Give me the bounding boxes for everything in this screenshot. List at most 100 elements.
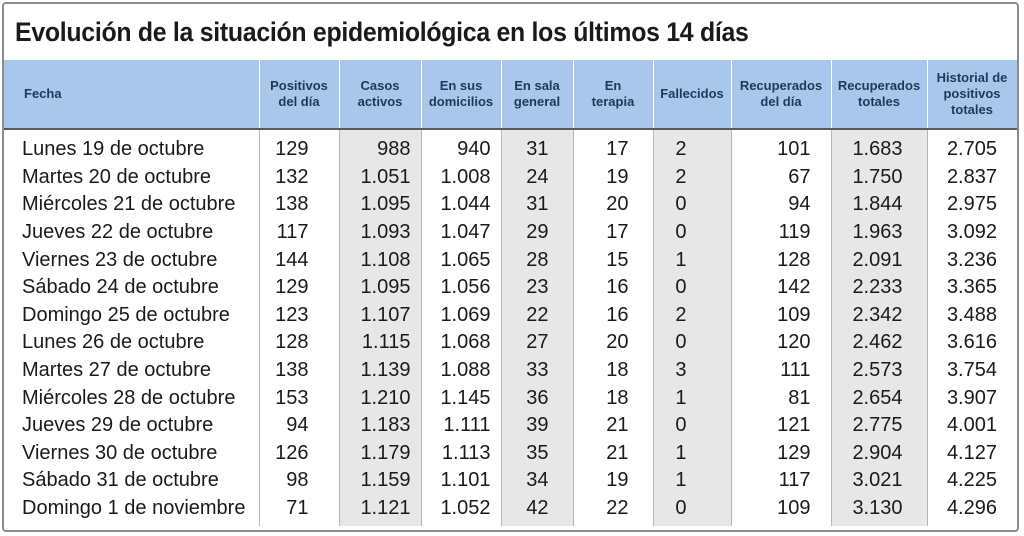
cell-en-sala-general: 27 — [501, 329, 574, 357]
cell-positivos-del-dia: 138 — [259, 356, 340, 385]
cell-fecha: Martes 27 de octubre — [4, 356, 260, 385]
cell-fecha: Sábado 31 de octubre — [4, 467, 260, 495]
cell-positivos-del-dia: 129 — [259, 273, 340, 302]
cell-en-sus-domicilios: 1.111 — [421, 411, 502, 440]
cell-en-terapia: 15 — [573, 246, 654, 274]
cell-en-sala-general: 39 — [501, 411, 574, 440]
cell-historial-positivos-totales: 2.837 — [946, 165, 997, 188]
cell-en-terapia: 19 — [573, 467, 654, 495]
cell-fallecidos: 1 — [653, 246, 732, 274]
cell-fallecidos: 2 — [653, 163, 732, 192]
cell-en-sala-general: 33 — [501, 356, 574, 385]
cell-casos-activos: 1.095 — [339, 191, 422, 219]
column-header-casos-activos: Casos activos — [339, 60, 422, 130]
cell-historial-positivos-totales: 2.705 — [946, 138, 997, 161]
cell-fecha: Martes 20 de octubre — [4, 163, 260, 192]
cell-en-terapia: 16 — [573, 273, 654, 302]
cell-recuperados-totales: 1.963 — [831, 218, 928, 247]
cell-en-sala-general: 36 — [501, 384, 574, 412]
cell-positivos-del-dia: 71 — [259, 494, 340, 527]
column-header-en-terapia: En terapia — [573, 60, 654, 130]
cell-fallecidos: 0 — [653, 191, 732, 219]
cell-positivos-del-dia: 132 — [259, 163, 340, 192]
column-header-fallecidos: Fallecidos — [653, 60, 732, 130]
cell-en-sala-general: 31 — [501, 191, 574, 219]
cell-historial-positivos-totales: 3.616 — [946, 331, 997, 354]
cell-en-sala-general: 22 — [501, 301, 574, 330]
cell-positivos-del-dia: 123 — [259, 301, 340, 330]
cell-recuperados-del-dia: 81 — [731, 384, 832, 412]
cell-casos-activos: 1.183 — [339, 411, 422, 440]
cell-recuperados-del-dia: 101 — [731, 129, 832, 164]
cell-positivos-del-dia: 144 — [259, 246, 340, 274]
cell-fecha: Domingo 1 de noviembre — [4, 494, 260, 527]
cell-recuperados-del-dia: 129 — [731, 439, 832, 468]
cell-recuperados-totales: 2.904 — [831, 439, 928, 468]
cell-fecha: Viernes 30 de octubre — [4, 439, 260, 468]
column-header-positivos-del-dia: Positivos del día — [259, 60, 340, 130]
cell-recuperados-del-dia: 94 — [731, 191, 832, 219]
table-row: Jueves 22 de octubre 117 1.093 1.047 29 17 0 11… — [4, 218, 1017, 247]
cell-recuperados-totales: 2.233 — [831, 273, 928, 302]
cell-casos-activos: 1.210 — [339, 384, 422, 412]
cell-en-sus-domicilios: 1.088 — [421, 356, 502, 385]
cell-positivos-del-dia: 94 — [259, 411, 340, 440]
cell-en-sus-domicilios: 1.044 — [421, 191, 502, 219]
cell-recuperados-del-dia: 119 — [731, 218, 832, 247]
cell-en-terapia: 18 — [573, 356, 654, 385]
column-header-fecha: Fecha — [4, 60, 260, 130]
cell-recuperados-totales: 1.844 — [831, 191, 928, 219]
cell-recuperados-del-dia: 109 — [731, 301, 832, 330]
cell-historial-positivos-totales: 3.365 — [946, 276, 997, 299]
cell-en-terapia: 19 — [573, 163, 654, 192]
cell-historial-positivos-totales: 4.001 — [946, 414, 997, 437]
cell-en-terapia: 17 — [573, 129, 654, 164]
cell-positivos-del-dia: 98 — [259, 467, 340, 495]
cell-fecha: Lunes 19 de octubre — [4, 129, 260, 164]
cell-positivos-del-dia: 129 — [259, 129, 340, 164]
cell-en-sala-general: 24 — [501, 163, 574, 192]
cell-en-sus-domicilios: 940 — [421, 129, 502, 164]
table-row: Viernes 23 de octubre 144 1.108 1.065 28 15 1 1… — [4, 246, 1017, 274]
cell-fallecidos: 3 — [653, 356, 732, 385]
column-header-en-sus-domicilios: En sus domicilios — [421, 60, 502, 130]
cell-historial-positivos-totales: 4.296 — [946, 497, 997, 520]
cell-casos-activos: 1.051 — [339, 163, 422, 192]
cell-en-sala-general: 29 — [501, 218, 574, 247]
cell-historial-positivos-totales: 3.236 — [946, 248, 997, 271]
table-title: Evolución de la situación epidemiológica… — [15, 17, 749, 47]
cell-en-terapia: 16 — [573, 301, 654, 330]
cell-fecha: Lunes 26 de octubre — [4, 329, 260, 357]
table-row: Sábado 24 de octubre 129 1.095 1.056 23 16 0 14… — [4, 273, 1017, 302]
cell-recuperados-del-dia: 109 — [731, 494, 832, 527]
table-row: Lunes 19 de octubre 129 988 940 31 17 2 101 1.68… — [4, 129, 1017, 164]
table-row: Sábado 31 de octubre 98 1.159 1.101 34 19 1 117… — [4, 467, 1017, 495]
cell-recuperados-totales: 1.750 — [831, 163, 928, 192]
cell-en-sus-domicilios: 1.069 — [421, 301, 502, 330]
cell-en-terapia: 22 — [573, 494, 654, 527]
cell-recuperados-totales: 1.683 — [831, 129, 928, 164]
cell-casos-activos: 1.121 — [339, 494, 422, 527]
cell-recuperados-totales: 3.021 — [831, 467, 928, 495]
cell-recuperados-del-dia: 67 — [731, 163, 832, 192]
cell-fallecidos: 0 — [653, 218, 732, 247]
cell-casos-activos: 1.159 — [339, 467, 422, 495]
cell-historial-positivos-totales: 4.127 — [946, 441, 997, 464]
cell-fecha: Viernes 23 de octubre — [4, 246, 260, 274]
cell-historial-positivos-totales: 2.975 — [946, 193, 997, 216]
cell-positivos-del-dia: 138 — [259, 191, 340, 219]
cell-historial-positivos-totales: 3.488 — [946, 303, 997, 326]
cell-positivos-del-dia: 126 — [259, 439, 340, 468]
cell-en-terapia: 20 — [573, 329, 654, 357]
cell-fallecidos: 1 — [653, 384, 732, 412]
cell-en-sala-general: 42 — [501, 494, 574, 527]
cell-historial-positivos-totales: 3.092 — [946, 221, 997, 244]
cell-recuperados-totales: 3.130 — [831, 494, 928, 527]
cell-en-terapia: 20 — [573, 191, 654, 219]
header-row: Fecha Positivos del día Casos activos En su… — [4, 60, 1017, 130]
cell-casos-activos: 1.093 — [339, 218, 422, 247]
cell-recuperados-del-dia: 121 — [731, 411, 832, 440]
table-row: Domingo 25 de octubre 123 1.107 1.069 22 16 2 1… — [4, 301, 1017, 330]
table-row: Domingo 1 de noviembre 71 1.121 1.052 42 22 0 1… — [4, 494, 1017, 527]
